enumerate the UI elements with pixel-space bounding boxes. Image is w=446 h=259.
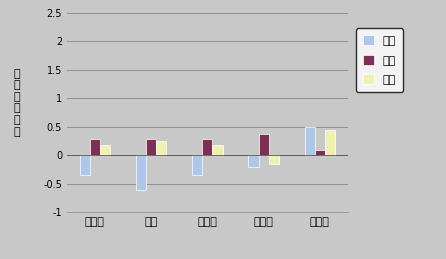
Bar	[315, 150, 325, 155]
Bar	[325, 130, 335, 155]
Bar	[269, 155, 279, 164]
Bar	[136, 155, 146, 190]
Bar	[305, 127, 315, 155]
Bar	[100, 145, 110, 155]
Bar	[90, 139, 100, 155]
Bar	[202, 139, 212, 155]
Legend: ７月, ８月, ９月: ７月, ８月, ９月	[356, 28, 403, 92]
Text: 対
前
月
上
昇
率: 対 前 月 上 昇 率	[13, 69, 20, 137]
Bar	[212, 145, 223, 155]
Bar	[80, 155, 90, 175]
Bar	[192, 155, 202, 175]
Bar	[248, 155, 259, 167]
Bar	[156, 141, 166, 155]
Bar	[259, 134, 269, 155]
Bar	[146, 139, 156, 155]
